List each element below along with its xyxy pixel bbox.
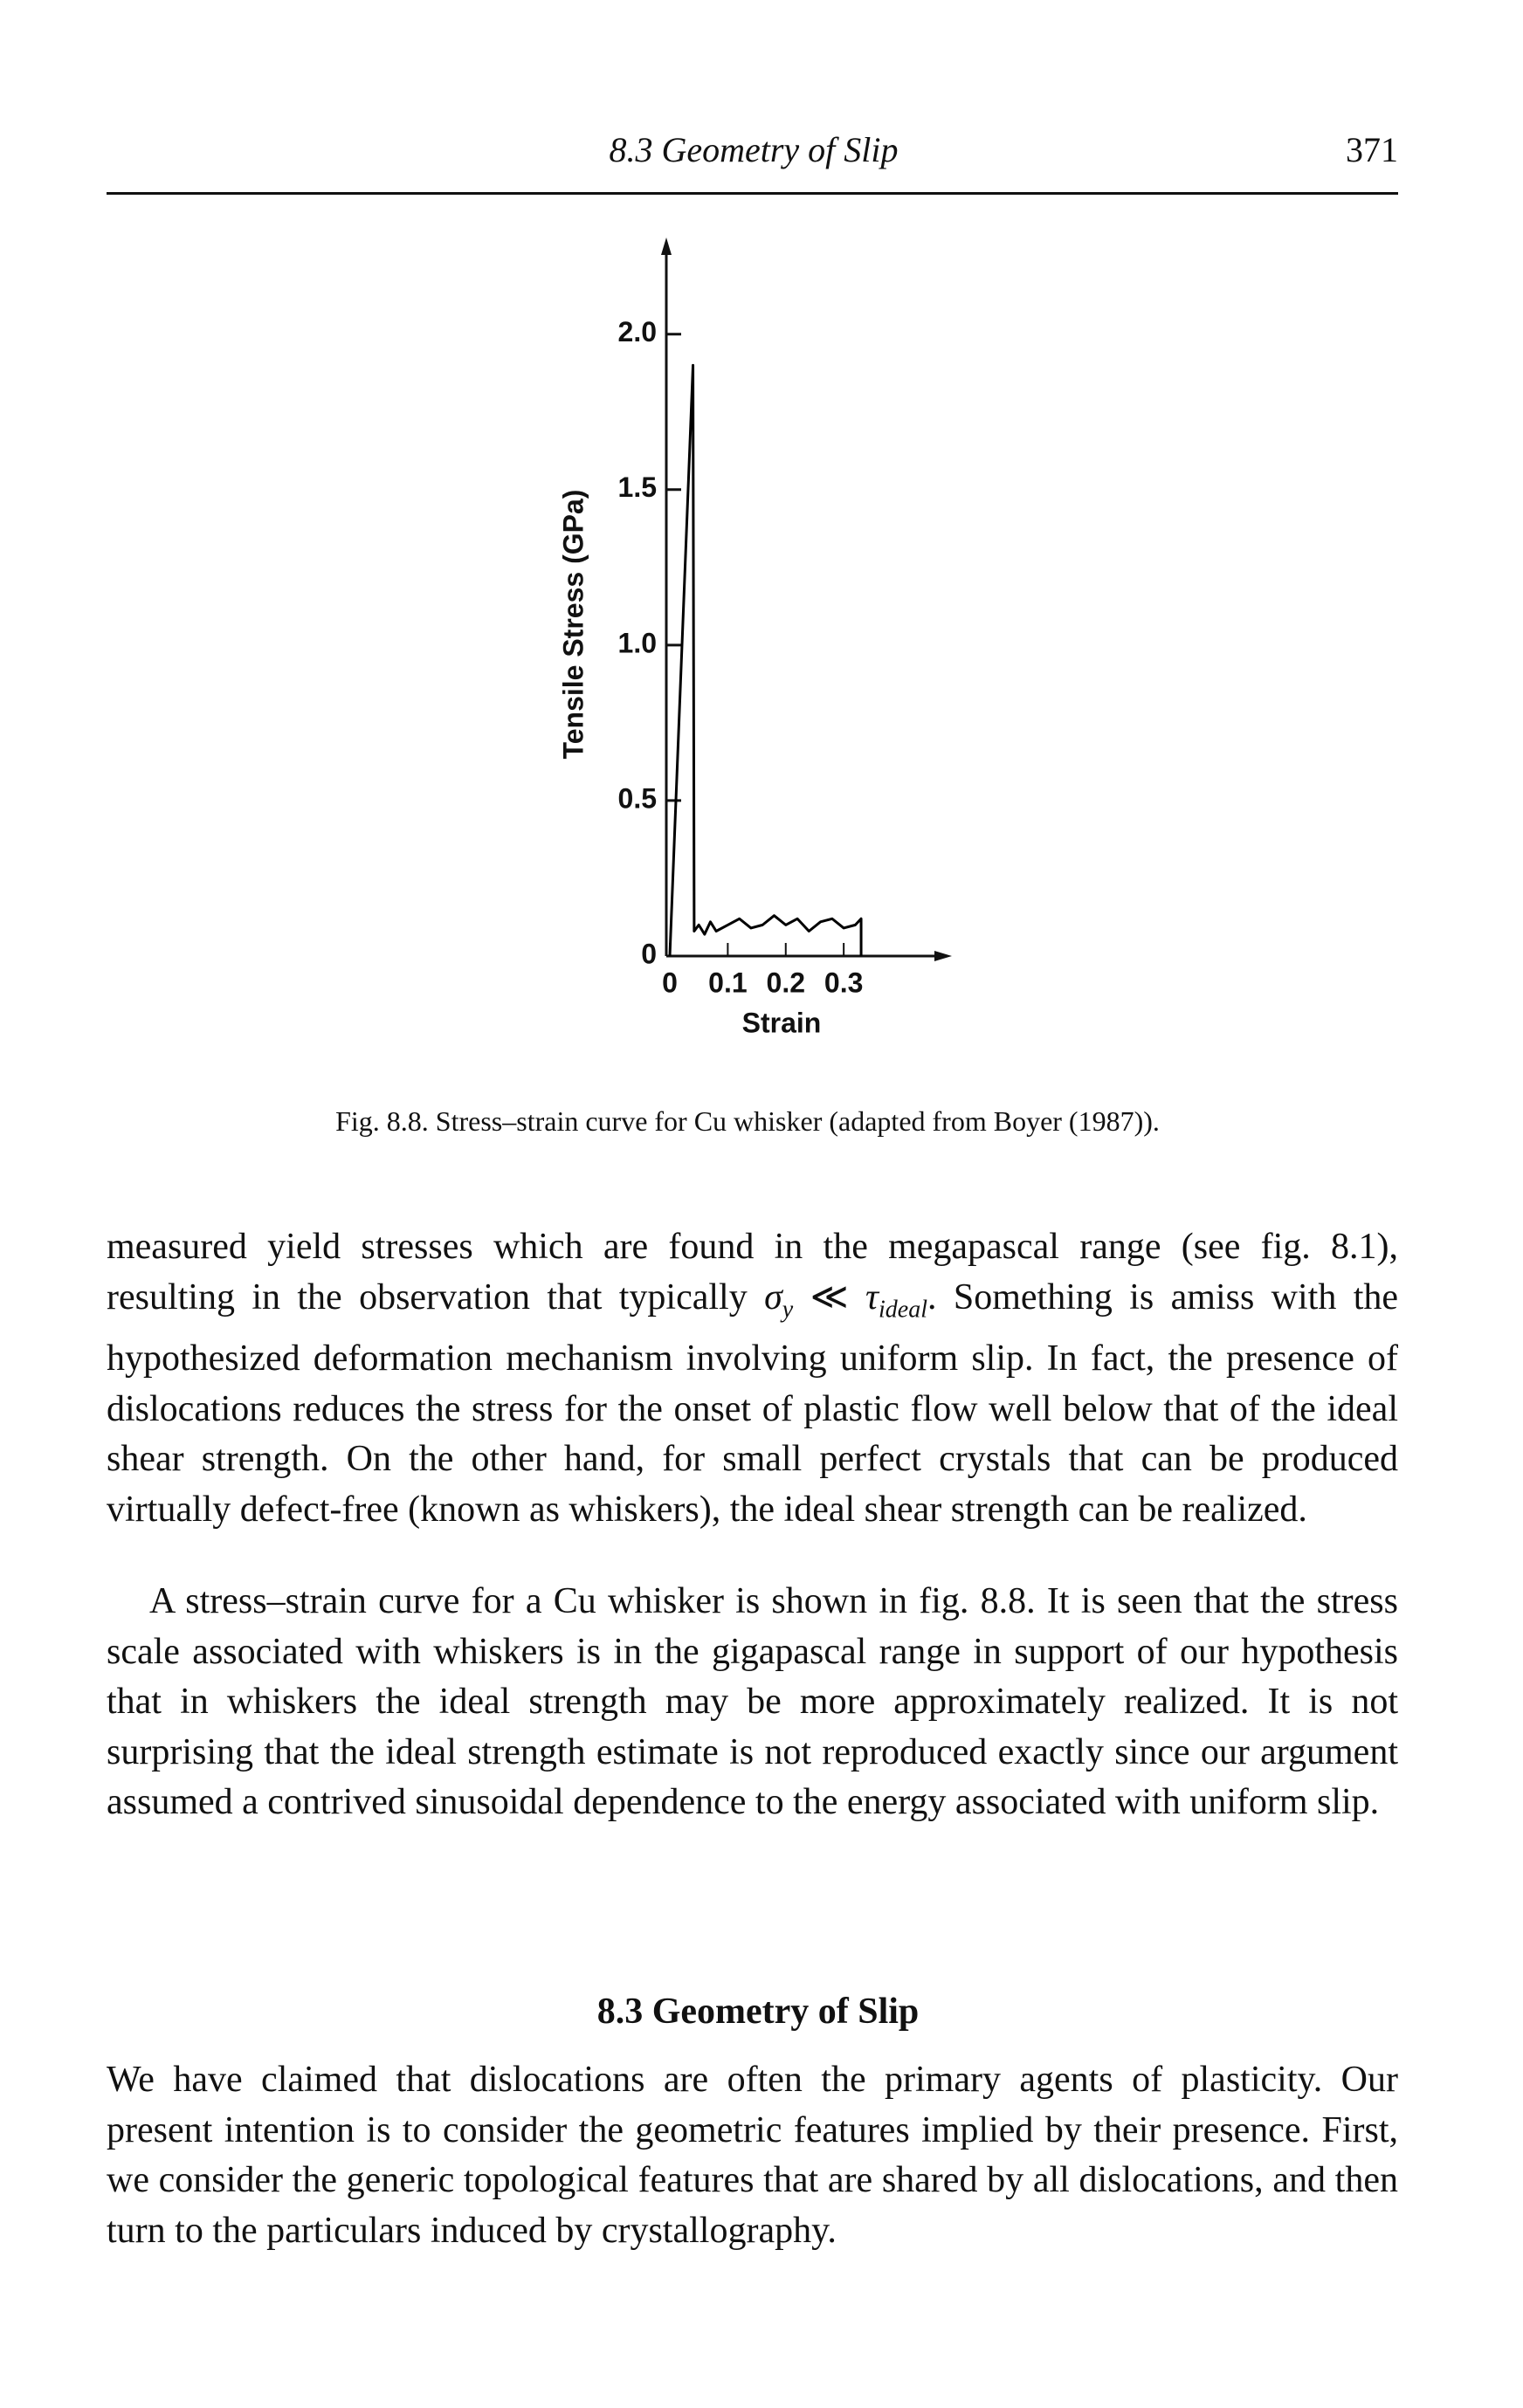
x-tick-label: 0 (662, 967, 678, 998)
x-tick-label: 0.3 (824, 967, 863, 998)
y-tick-label: 0 (641, 938, 657, 969)
running-title: 8.3 Geometry of Slip (609, 130, 899, 169)
x-axis-arrow (934, 951, 952, 961)
y-tick-label: 0.5 (618, 782, 657, 814)
y-tick-label: 1.5 (618, 471, 657, 503)
y-axis-arrow (661, 237, 672, 255)
page-number: 371 (1346, 130, 1398, 169)
math-relation: ≪ (810, 1276, 849, 1318)
math-subscript: y (782, 1295, 794, 1323)
y-tick-label: 2.0 (618, 316, 657, 347)
text: . Something is amiss with the hypothesiz… (107, 1276, 1399, 1530)
paragraph: A stress–strain curve for a Cu whisker i… (107, 1581, 1398, 1822)
math-symbol: τ (865, 1276, 879, 1318)
math-symbol: σ (764, 1276, 782, 1318)
x-tick-label: 0.2 (767, 967, 805, 998)
paragraph: measured yield stresses which are found … (107, 1222, 1398, 1535)
math-subscript: ideal (879, 1295, 927, 1323)
text: measured yield stresses which are found … (107, 1227, 1398, 1318)
x-tick-label: 0.1 (708, 967, 747, 998)
paragraph: We have claimed that dislocations are of… (107, 2060, 1398, 2251)
header-rule (107, 192, 1398, 195)
chart: Tensile Stress (GPa) Strain 0 0.5 1.0 1.5 2.… (557, 237, 952, 1038)
data-line (668, 363, 863, 957)
y-tick-label: 1.0 (618, 627, 657, 658)
y-axis-title: Tensile Stress (GPa) (557, 490, 589, 760)
figure-caption: Fig. 8.8. Stress–strain curve for Cu whi… (335, 1105, 1160, 1137)
section-heading: 8.3 Geometry of Slip (596, 1992, 920, 2032)
x-axis-title: Strain (742, 1007, 822, 1038)
